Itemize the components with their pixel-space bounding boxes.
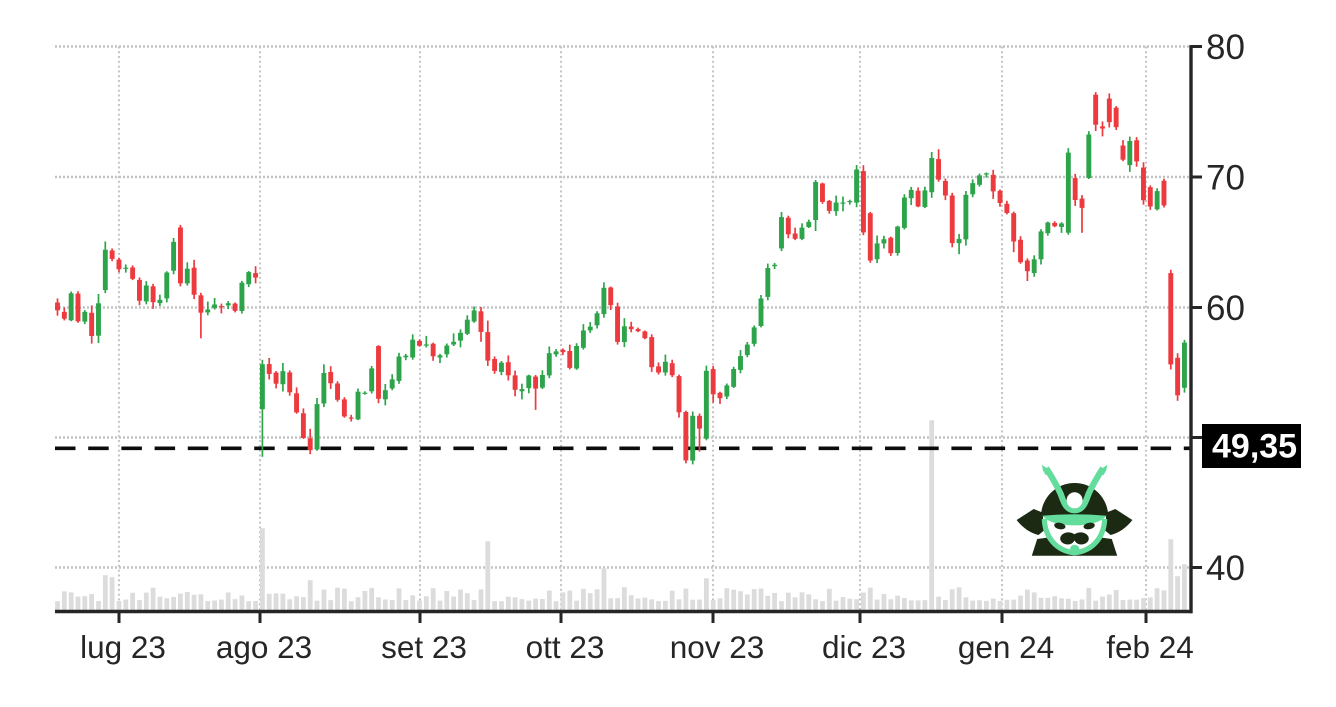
svg-text:lug 23: lug 23 <box>80 629 166 665</box>
svg-text:80: 80 <box>1206 28 1245 67</box>
svg-text:60: 60 <box>1206 289 1245 328</box>
svg-text:feb 24: feb 24 <box>1106 629 1194 665</box>
svg-text:set 23: set 23 <box>381 629 467 665</box>
svg-text:dic 23: dic 23 <box>822 629 906 665</box>
svg-text:ago 23: ago 23 <box>216 629 312 665</box>
svg-text:70: 70 <box>1206 159 1245 198</box>
svg-text:49,35: 49,35 <box>1212 428 1297 466</box>
svg-text:40: 40 <box>1206 549 1245 588</box>
svg-text:ott 23: ott 23 <box>526 629 605 665</box>
svg-text:nov 23: nov 23 <box>670 629 765 665</box>
svg-text:gen 24: gen 24 <box>958 629 1054 665</box>
